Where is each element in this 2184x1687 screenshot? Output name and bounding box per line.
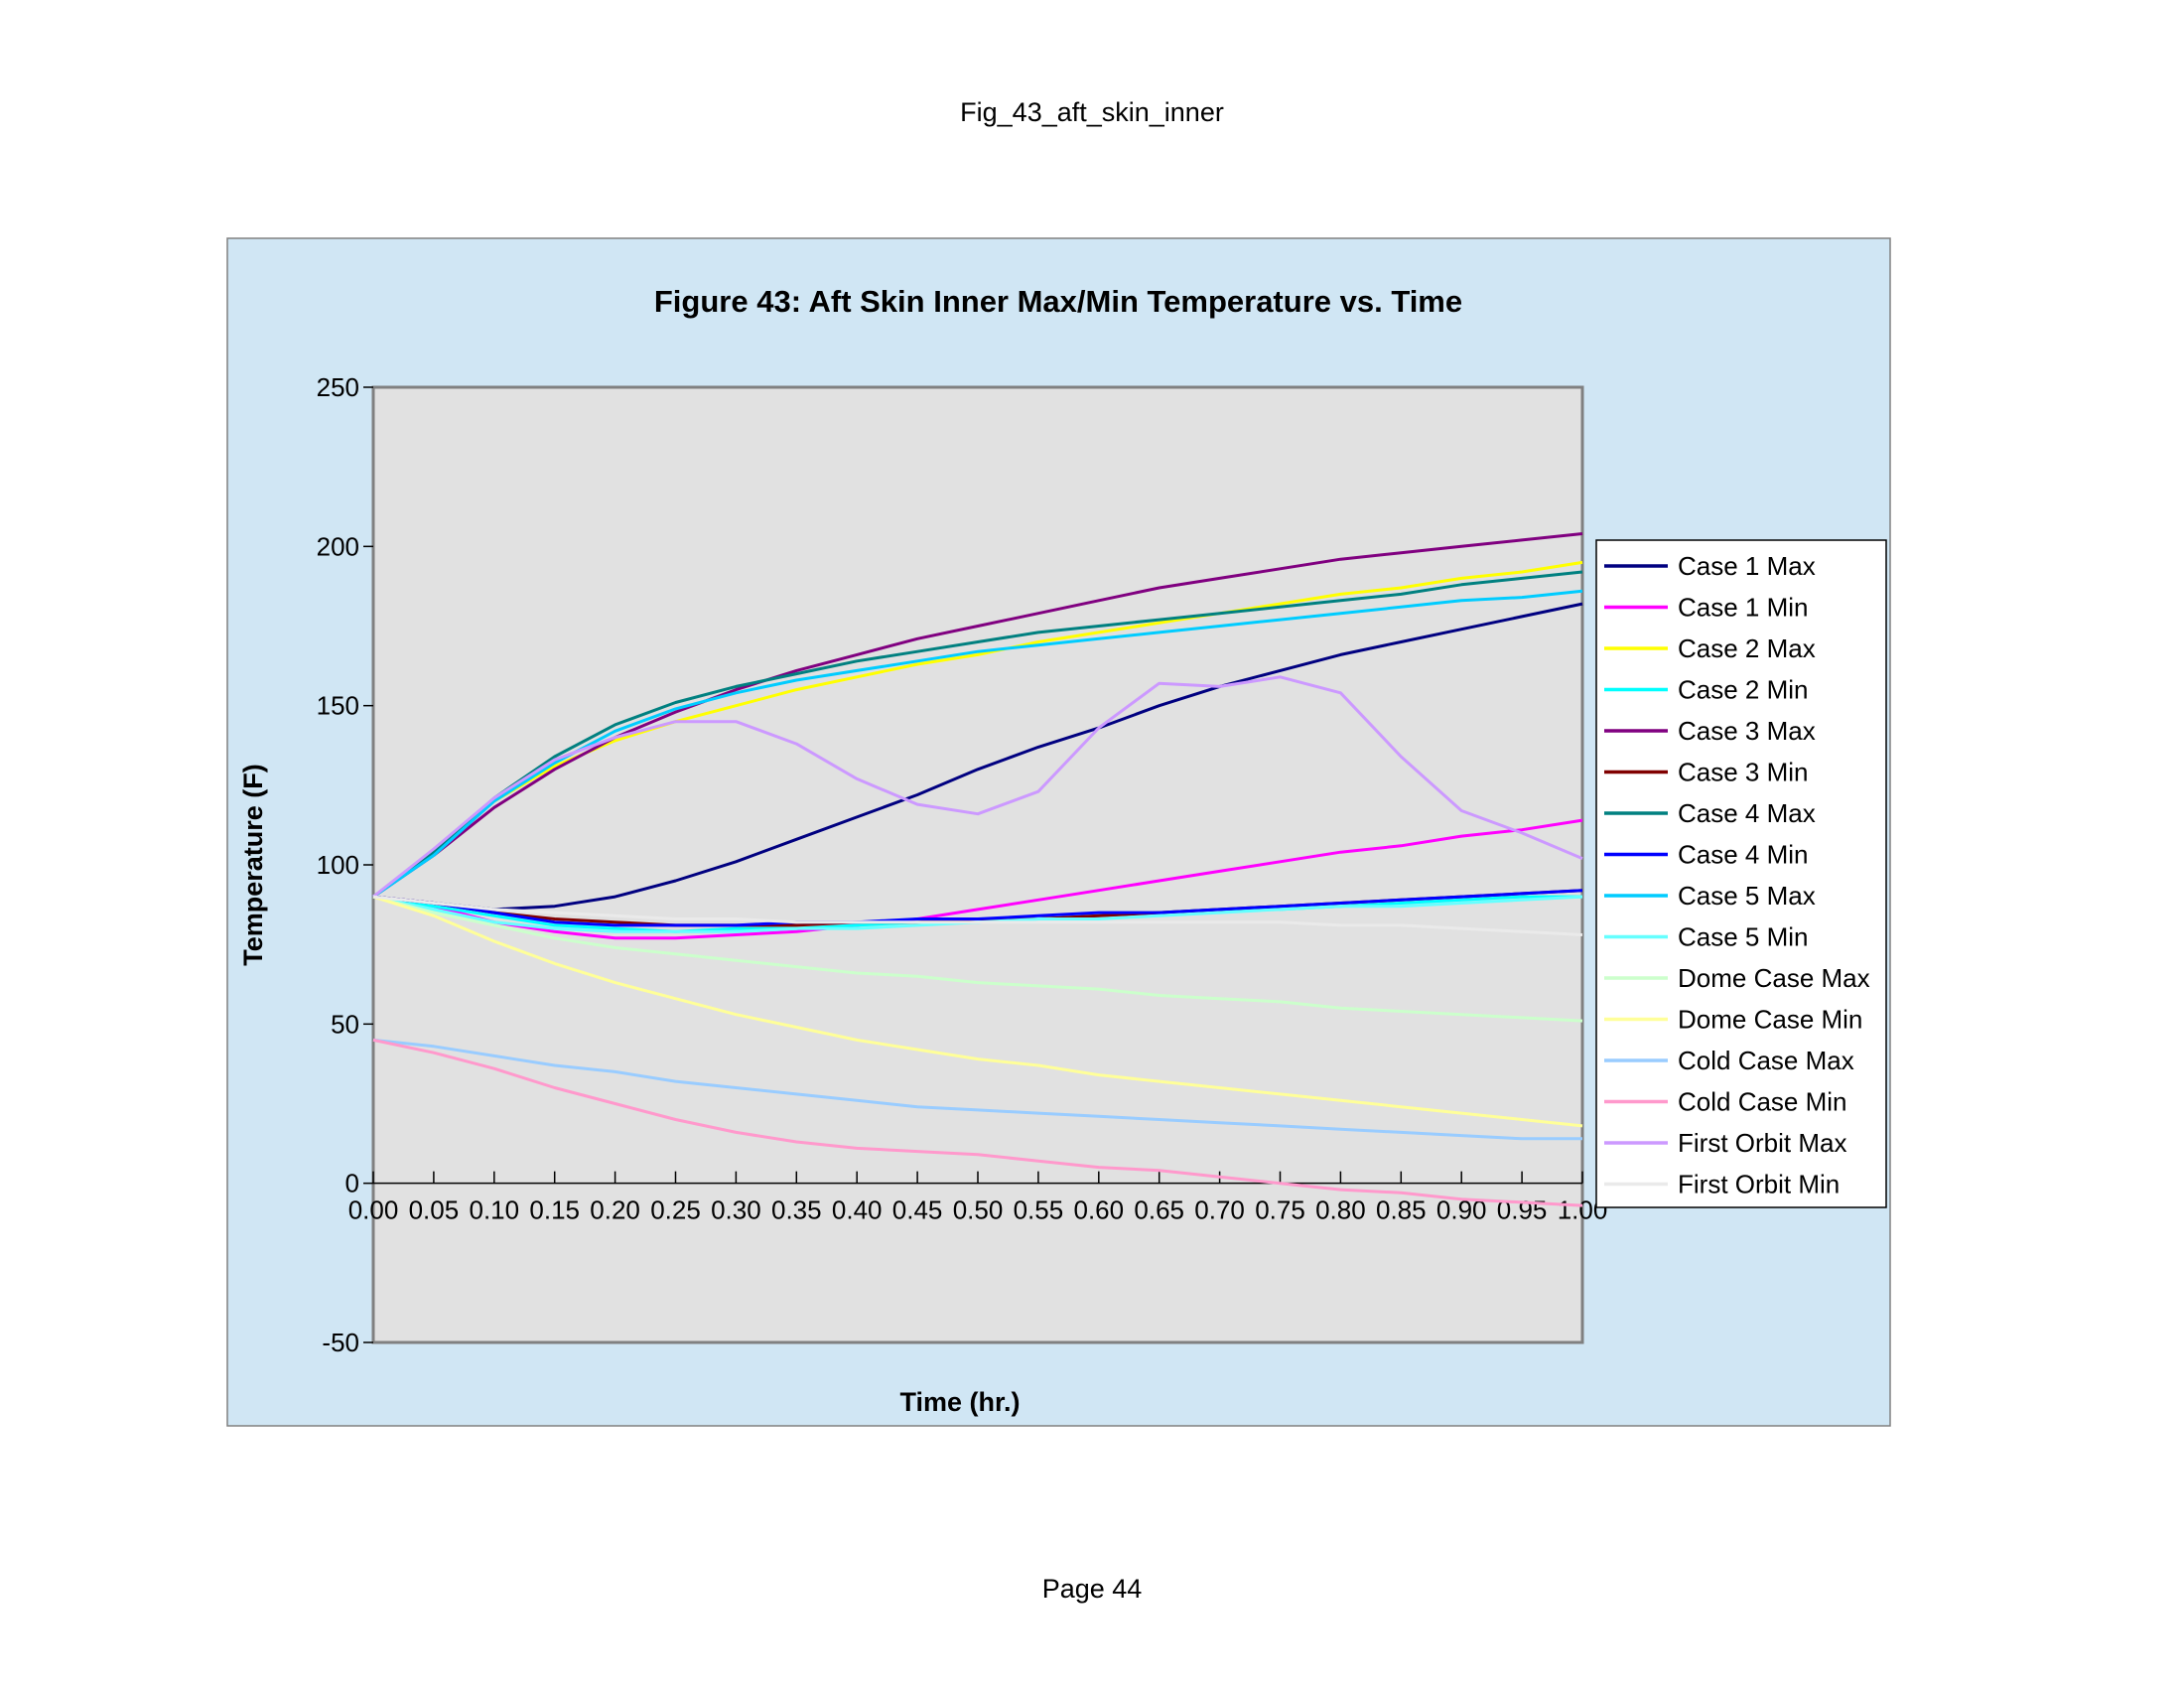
legend-entry: First Orbit Max <box>1678 1128 1846 1158</box>
legend-box <box>1595 539 1887 1208</box>
x-tick-label: 0.80 <box>1315 1195 1366 1225</box>
chart-title: Figure 43: Aft Skin Inner Max/Min Temper… <box>654 284 1462 319</box>
legend-entry: First Orbit Min <box>1678 1170 1840 1199</box>
legend-entry: Cold Case Max <box>1678 1046 1854 1075</box>
legend-entry: Case 5 Min <box>1678 922 1809 952</box>
series-line-12 <box>372 895 1583 1128</box>
legend-entry: Dome Case Max <box>1678 963 1870 993</box>
legend-entry: Case 1 Max <box>1678 551 1816 581</box>
series-line-13 <box>372 1038 1582 1141</box>
series-line-2 <box>372 818 1583 940</box>
legend-entry: Case 4 Max <box>1678 798 1816 828</box>
series-line-1 <box>372 602 1583 912</box>
x-tick-label: 0.95 <box>1497 1195 1548 1225</box>
legend-entry: Case 2 Max <box>1678 633 1816 663</box>
legend-entry: Cold Case Min <box>1678 1087 1847 1117</box>
y-tick-label: 200 <box>317 531 359 561</box>
y-tick-label: 250 <box>317 372 359 402</box>
series-line-7 <box>372 570 1583 899</box>
series-line-5 <box>372 532 1583 899</box>
page-header: Fig_43_aft_skin_inner <box>960 97 1224 127</box>
legend: Case 1 Max Case 1 Min Case 2 Max Case 2 Min… <box>1595 539 1887 1208</box>
series-line-8 <box>372 889 1583 927</box>
x-tick-label: 0.85 <box>1376 1195 1427 1225</box>
x-tick-label: 0.20 <box>590 1195 640 1225</box>
page-footer: Page 44 <box>1041 1574 1143 1604</box>
x-tick-label: 0.30 <box>711 1195 761 1225</box>
x-tick-label: 0.65 <box>1134 1195 1184 1225</box>
x-tick-label: 0.10 <box>469 1195 519 1225</box>
x-axis: 0.00 0.05 0.10 0.15 0.20 0.25 0.30 0.35 0.40 0.45… <box>348 1171 1607 1225</box>
y-tick-label: 0 <box>345 1169 359 1198</box>
x-tick-label: 0.15 <box>529 1195 580 1225</box>
y-tick-label: -50 <box>322 1328 359 1357</box>
legend-entry: Dome Case Min <box>1678 1005 1862 1035</box>
x-tick-label: 0.00 <box>348 1195 399 1225</box>
x-tick-label: 0.45 <box>892 1195 943 1225</box>
x-axis-label: Time (hr.) <box>899 1387 1020 1417</box>
legend-entry: Case 4 Min <box>1678 840 1809 870</box>
y-tick-label: 150 <box>317 691 359 721</box>
x-tick-label: 0.05 <box>409 1195 460 1225</box>
series-line-14 <box>372 1038 1583 1207</box>
x-tick-label: 0.75 <box>1255 1195 1305 1225</box>
series-line-11 <box>372 895 1583 1023</box>
legend-entry: Case 2 Min <box>1678 675 1809 705</box>
y-axis: 250 200 150 100 50 0 -50 <box>317 372 373 1357</box>
legend-entry: Case 3 Max <box>1678 716 1816 746</box>
y-tick-label: 100 <box>317 850 359 880</box>
series-lines <box>372 532 1583 1207</box>
y-tick-label: 50 <box>331 1009 359 1039</box>
x-tick-label: 0.50 <box>953 1195 1004 1225</box>
x-tick-label: 0.60 <box>1073 1195 1124 1225</box>
x-tick-label: 0.25 <box>650 1195 701 1225</box>
legend-entry: Case 5 Max <box>1678 881 1816 911</box>
x-tick-label: 0.40 <box>832 1195 883 1225</box>
series-line-15 <box>372 675 1583 899</box>
y-axis-label: Temperature (F) <box>238 764 268 966</box>
x-tick-label: 0.55 <box>1014 1195 1064 1225</box>
x-tick-label: 0.70 <box>1194 1195 1245 1225</box>
legend-entry: Case 1 Min <box>1678 593 1809 623</box>
series-line-16 <box>372 895 1583 936</box>
legend-entry: Case 3 Min <box>1678 758 1809 787</box>
x-tick-label: 0.35 <box>771 1195 822 1225</box>
